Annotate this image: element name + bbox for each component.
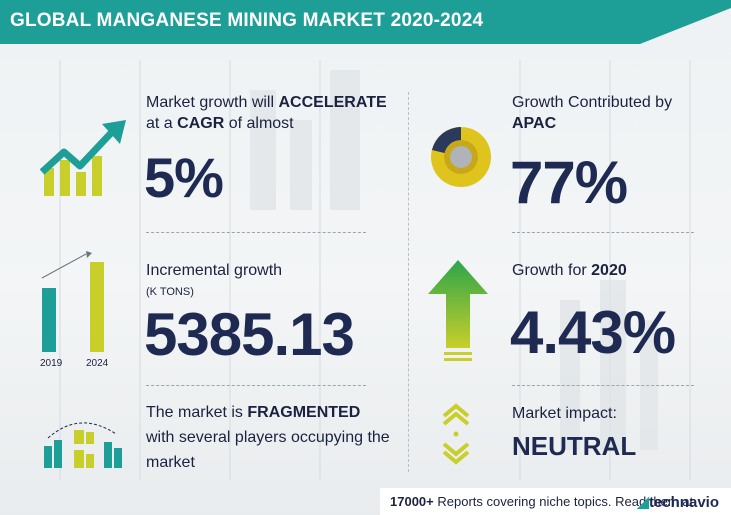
- fragmented-line3: market: [146, 454, 195, 471]
- donut-chart-icon: [431, 127, 491, 187]
- column-divider: [408, 92, 409, 472]
- divider: [512, 232, 694, 233]
- year-end: 2024: [86, 358, 109, 369]
- impact-value: NEUTRAL: [512, 431, 637, 461]
- growth-chart-icon: [40, 120, 126, 196]
- footer-text: 17000+ Reports covering niche topics. Re…: [390, 494, 694, 509]
- header-banner: [0, 0, 731, 44]
- incremental-value: 5385.13: [144, 301, 355, 368]
- neutral-arrows-icon: [442, 403, 470, 465]
- bar-comparison-icon: [41, 251, 104, 352]
- incremental-label: Incremental growth: [146, 262, 283, 279]
- fragmented-line2: with several players occupying the: [146, 429, 390, 446]
- brand-name: technavio: [648, 494, 719, 511]
- apac-label: Growth Contributed by: [512, 94, 673, 111]
- up-arrow-icon: [428, 260, 488, 361]
- apac-value: 77%: [510, 149, 628, 216]
- market-players-icon: [44, 422, 122, 468]
- fragmented-line1: The market is FRAGMENTED: [146, 404, 361, 421]
- apac-region: APAC: [512, 115, 557, 132]
- technavio-logo-icon: ◢: [637, 494, 649, 511]
- footer-bar: 17000+ Reports covering niche topics. Re…: [380, 488, 731, 515]
- growth-line2: at a CAGR of almost: [146, 115, 294, 132]
- impact-label: Market impact:: [512, 405, 617, 422]
- incremental-unit: (K TONS): [146, 286, 194, 298]
- growth-value: 5%: [144, 146, 224, 209]
- year-start: 2019: [40, 358, 63, 369]
- growth-line1: Market growth will ACCELERATE: [146, 94, 387, 111]
- divider: [512, 385, 694, 386]
- technavio-link[interactable]: ◢technavio: [637, 493, 719, 511]
- growth2020-value: 4.43%: [510, 299, 676, 366]
- divider: [146, 232, 366, 233]
- growth2020-label: Growth for 2020: [512, 262, 627, 279]
- page-title: GLOBAL MANGANESE MINING MARKET 2020-2024: [10, 10, 484, 31]
- divider: [146, 385, 366, 386]
